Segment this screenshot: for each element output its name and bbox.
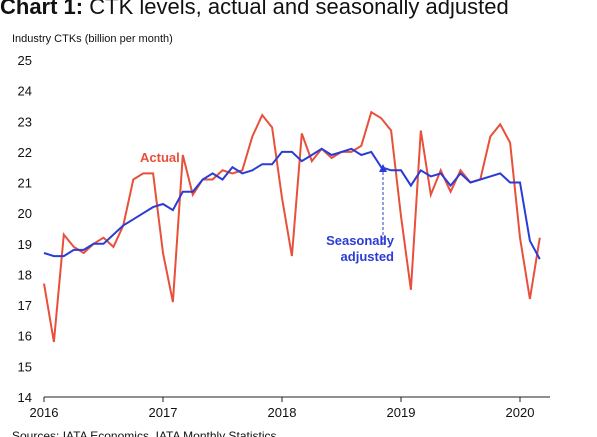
title-text: CTK levels, actual and seasonally adjust…: [89, 0, 508, 19]
series-label-line: Seasonally: [326, 233, 395, 248]
x-tick-label: 2017: [149, 405, 178, 420]
y-tick-label: 14: [18, 390, 32, 405]
y-tick-label: 23: [18, 114, 32, 129]
y-tick-label: 20: [18, 206, 32, 221]
series-label: Actual: [140, 150, 180, 165]
series-line: [43, 147, 541, 260]
y-tick-label: 16: [18, 329, 32, 344]
source: Sources: IATA Economics, IATA Monthly St…: [12, 429, 277, 437]
title-label: Chart 1:: [0, 0, 83, 19]
y-tick-label: 22: [18, 145, 32, 160]
y-tick-label: 18: [18, 267, 32, 282]
series-label: Seasonally adjusted: [326, 233, 395, 264]
y-tick-label: 25: [18, 53, 32, 68]
y-tick-label: 24: [18, 84, 32, 99]
x-tick-label: 2019: [387, 405, 416, 420]
series-line: [43, 110, 541, 343]
chart-title: Chart 1: CTK levels, actual and seasonal…: [0, 0, 509, 19]
series-label-line: adjusted: [341, 249, 395, 264]
x-tick-label: 2020: [506, 405, 535, 420]
y-tick-label: 15: [18, 359, 32, 374]
x-tick-label: 2016: [30, 405, 59, 420]
y-tick-label: 21: [18, 176, 32, 191]
y-tick-label: 17: [18, 298, 32, 313]
y-tick-label: 19: [18, 237, 32, 252]
x-tick-label: 2018: [268, 405, 297, 420]
y-axis-title: Industry CTKs (billion per month): [12, 33, 173, 45]
